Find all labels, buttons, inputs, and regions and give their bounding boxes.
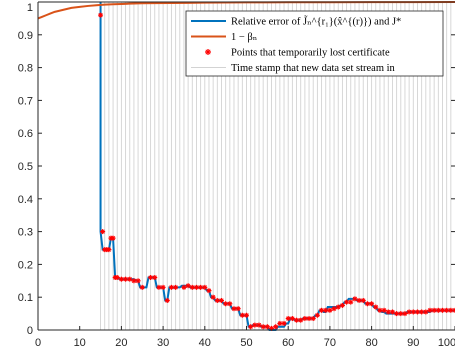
lost-point-marker <box>373 305 378 310</box>
lost-point-marker <box>273 324 278 329</box>
lost-point-marker <box>369 301 374 306</box>
lost-point-marker <box>152 275 157 280</box>
lost-point-marker <box>206 288 211 293</box>
y-tick-label: 0 <box>27 325 33 337</box>
x-tick-label: 70 <box>324 337 336 349</box>
x-tick-label: 80 <box>365 337 377 349</box>
y-tick-label: 1 <box>27 2 33 14</box>
x-tick-label: 40 <box>199 337 211 349</box>
lost-point-marker <box>236 306 241 311</box>
legend-swatch-lost-points <box>205 49 211 55</box>
lost-point-marker <box>361 298 366 303</box>
legend-label: Relative error of J̃ₙ^{r₁}(x̂^{(r)}) and… <box>231 14 401 27</box>
x-tick-label: 100 <box>438 337 455 349</box>
y-tick-label: 0.7 <box>18 95 33 107</box>
x-tick-label: 0 <box>35 337 41 349</box>
y-tick-label: 0.3 <box>18 227 33 239</box>
x-tick-label: 30 <box>157 337 169 349</box>
legend-label: Points that temporarily lost certificate <box>231 48 390 59</box>
lost-point-marker <box>202 285 207 290</box>
x-tick-label: 50 <box>240 337 252 349</box>
lost-point-marker <box>315 313 320 318</box>
y-tick-label: 0.9 <box>18 30 33 42</box>
lost-point-marker <box>219 298 224 303</box>
lost-point-marker <box>98 13 103 18</box>
lost-point-marker <box>100 229 105 234</box>
y-tick-label: 0.2 <box>18 259 33 271</box>
legend-label: 1 − βₙ <box>231 32 258 43</box>
y-tick-label: 0.5 <box>18 161 33 173</box>
x-tick-label: 90 <box>407 337 419 349</box>
x-tick-label: 60 <box>282 337 294 349</box>
lost-point-marker <box>227 301 232 306</box>
legend-label: Time stamp that new data set stream in <box>231 63 396 74</box>
y-tick-label: 0.6 <box>18 128 33 140</box>
lost-point-marker <box>211 295 216 300</box>
lost-point-marker <box>282 321 287 326</box>
lost-point-marker <box>111 236 116 241</box>
y-tick-label: 0.8 <box>18 63 33 75</box>
lost-point-marker <box>340 303 345 308</box>
y-tick-label: 0.4 <box>18 194 33 206</box>
lost-point-marker <box>311 316 316 321</box>
lost-point-marker <box>106 247 111 252</box>
legend: Relative error of J̃ₙ^{r₁}(x̂^{(r)}) and… <box>186 11 443 76</box>
lost-point-marker <box>136 278 141 283</box>
lost-point-marker <box>173 285 178 290</box>
lost-point-marker <box>140 285 145 290</box>
x-tick-label: 20 <box>115 337 127 349</box>
lost-point-marker <box>348 300 353 305</box>
lost-point-marker <box>165 298 170 303</box>
y-tick-label: 0.1 <box>18 292 33 304</box>
lost-point-marker <box>161 285 166 290</box>
lost-point-marker <box>244 313 249 318</box>
x-tick-label: 10 <box>74 337 86 349</box>
